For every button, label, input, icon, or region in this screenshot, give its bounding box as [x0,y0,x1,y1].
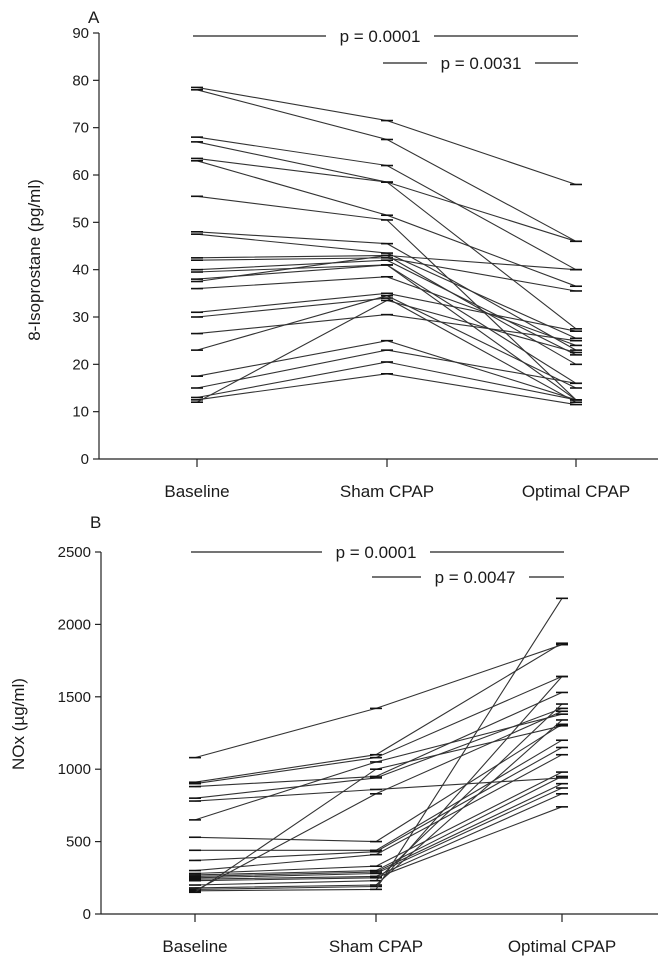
series-line [196,361,577,401]
panel-a-axes [98,33,658,460]
x-category-label: Baseline [162,937,227,956]
series-line [194,725,563,893]
panel-b-y-ticks: 0 500 1000 1500 2000 2500 [58,544,101,923]
panel-a-chart: A 8-Isoprostane (pg/ml) 0 10 20 30 40 50 60 70 8… [25,8,658,501]
y-tick-label: 30 [72,309,89,326]
panel-b-axes [100,552,658,915]
p-value-label: p = 0.0001 [336,543,417,562]
panel-b-x-categories: Baseline Sham CPAP Optimal CPAP [162,914,616,956]
series-line [196,86,577,186]
series-line [194,675,563,785]
panel-a-x-categories: Baseline Sham CPAP Optimal CPAP [164,459,630,501]
y-tick-label: 50 [72,214,89,231]
y-tick-label: 70 [72,120,89,137]
y-tick-label: 80 [72,72,89,89]
panel-a-series [191,86,582,406]
series-line [194,644,563,759]
y-tick-label: 20 [72,356,89,373]
y-tick-label: 2500 [58,544,91,561]
x-category-label: Optimal CPAP [508,937,616,956]
y-tick-label: 500 [66,834,91,851]
p-value-label: p = 0.0001 [340,27,421,46]
y-tick-label: 2000 [58,616,91,633]
series-line [194,754,563,872]
series-line [196,233,577,339]
series-line [194,775,563,876]
y-tick-label: 0 [81,451,89,468]
panel-b-y-axis-label: NOx (µg/ml) [9,678,28,770]
panel-b-chart: B NOx (µg/ml) 0 500 1000 1500 2000 2500 Basel… [9,513,658,956]
x-category-label: Optimal CPAP [522,482,630,501]
panel-a-label: A [88,8,100,27]
series-line [196,373,577,406]
y-tick-label: 1000 [58,761,91,778]
panel-b-p-values: p = 0.0001 p = 0.0047 [191,543,564,587]
x-category-label: Sham CPAP [329,937,423,956]
y-tick-label: 60 [72,167,89,184]
x-category-label: Baseline [164,482,229,501]
panel-a-y-ticks: 0 10 20 30 40 50 60 70 80 90 [72,25,99,468]
panel-b-label: B [90,513,101,532]
y-tick-label: 0 [83,906,91,923]
panel-b-series [189,597,568,894]
y-tick-label: 40 [72,262,89,279]
series-line [196,141,577,242]
y-tick-label: 10 [72,404,89,421]
x-category-label: Sham CPAP [340,482,434,501]
p-value-label: p = 0.0031 [441,54,522,73]
p-value-label: p = 0.0047 [435,568,516,587]
series-line [194,598,563,892]
y-tick-label: 90 [72,25,89,42]
panel-a-y-axis-label: 8-Isoprostane (pg/ml) [25,179,44,341]
y-tick-label: 1500 [58,689,91,706]
panel-a-p-values: p = 0.0001 p = 0.0031 [193,27,578,73]
